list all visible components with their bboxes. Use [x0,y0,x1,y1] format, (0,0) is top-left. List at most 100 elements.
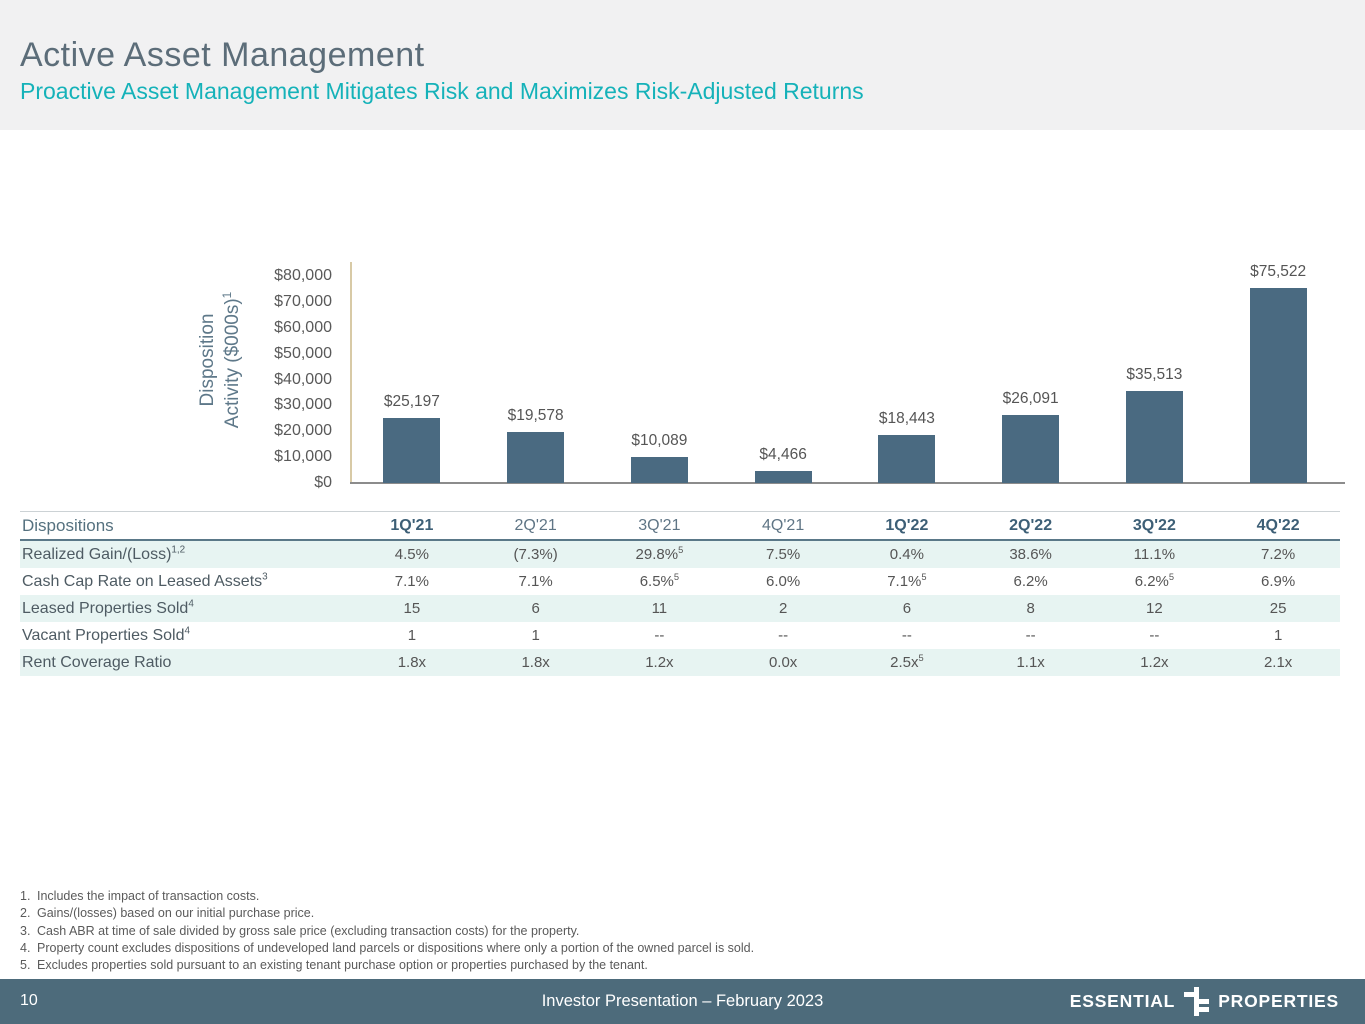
footnote-text: Cash ABR at time of sale divided by gros… [37,923,580,938]
y-axis-tick-label: $0 [314,474,332,491]
bar-value-label: $25,197 [383,392,440,410]
table-cell: 15 [403,600,421,617]
logo-word-essential: ESSENTIAL [1069,991,1176,1011]
table-column-header: 4Q'21 [762,516,805,534]
table-cell: 1.2x [1140,654,1169,671]
table-cell: 1 [1273,627,1283,644]
y-axis-tick-label: $40,000 [274,370,332,388]
bar [507,432,565,483]
bar [878,435,936,483]
bar-value-label: $26,091 [1002,390,1059,408]
bar [1125,391,1183,483]
y-axis-tick-label: $30,000 [274,396,332,414]
table-cell: 7.2% [1261,546,1296,563]
footer-presentation-label: Investor Presentation – February 2023 [541,992,824,1010]
table-cell: 8 [1026,600,1035,617]
table-cell: 2.5x5 [890,653,924,671]
row-label: Cash Cap Rate on Leased Assets3 [22,571,268,590]
table-cell: 6.9% [1261,573,1296,590]
bar-value-label: $18,443 [878,410,935,428]
y-axis-tick-label: $20,000 [274,422,332,440]
table-cell: 11.1% [1133,546,1176,563]
y-axis-tick-label: $70,000 [274,292,332,310]
table-cell: 1 [407,627,417,644]
essential-properties-logo-icon [1184,987,1210,1016]
footnote-number: 5. [20,958,31,973]
footnote-text: Property count excludes dispositions of … [37,940,755,955]
table-cell: 1.8x [521,654,550,671]
footnote-number: 4. [20,940,31,955]
footnotes: 1. Includes the impact of transaction cos… [20,888,1220,974]
table-column-header: 4Q'22 [1256,516,1300,534]
bar-value-label: $4,466 [759,446,807,464]
footnote-item: 2. Gains/(losses) based on our initial pu… [20,905,1220,922]
table-cell: 6 [531,600,540,617]
page-subtitle: Proactive Asset Management Mitigates Ris… [20,78,864,104]
table-cell: 6 [902,600,912,617]
table-row: Vacant Properties Sold4 1 1 -- -- -- -- -- 1 [20,622,1340,649]
table-column-header: 2Q'22 [1009,516,1053,534]
footnote-item: 4. Property count excludes dispositions o… [20,940,1220,957]
table-cell: -- [1025,627,1036,644]
table-cell: 6.5%5 [639,572,680,590]
footnote-text: Includes the impact of transaction costs… [37,889,260,903]
footnote-number: 2. [20,906,31,921]
table-column-header: 3Q'21 [638,516,681,534]
table-cell: 1 [531,627,540,644]
table-column-header: 1Q'21 [390,516,434,534]
table-cell: 1.2x [645,654,674,671]
table-cell: -- [1149,627,1160,644]
slide-footer: 10 Investor Presentation – February 2023… [0,979,1365,1024]
slide-header: Active Asset Management Proactive Asset … [0,0,1365,130]
page-number: 10 [20,992,38,1009]
table-cell: 6.2% [1013,573,1048,590]
table-cell: -- [778,627,789,644]
logo-word-properties: PROPERTIES [1218,991,1339,1011]
table-cell: 7.1% [518,573,553,590]
footnote-item: 3. Cash ABR at time of sale divided by gr… [20,923,1220,940]
row-label: Leased Properties Sold4 [22,598,194,617]
table-cell: 12 [1146,600,1163,617]
row-label: Vacant Properties Sold4 [22,625,190,644]
table-column-header: 2Q'21 [514,516,557,534]
footnote-item: 1. Includes the impact of transaction cos… [20,888,1220,905]
bar [383,417,441,483]
table-cell: 38.6% [1009,546,1052,563]
footnote-text: Gains/(losses) based on our initial purc… [37,906,315,921]
table-cell: 1.8x [397,654,427,671]
dispositions-table: Dispositions 1Q'21 2Q'21 3Q'21 4Q'21 1Q'22 2Q… [20,511,1340,676]
table-cell: 6.0% [766,573,801,590]
table-cell: 0.4% [889,546,924,563]
essential-properties-logo: ESSENTIAL PROPERTIES [1069,987,1339,1016]
y-axis-tick-label: $50,000 [274,344,332,362]
footnote-text: Excludes properties sold pursuant to an … [37,958,648,973]
bar-value-label: $10,089 [631,431,688,449]
table-cell: (7.3%) [513,546,558,563]
bar [1002,415,1060,483]
footnote-number: 3. [20,923,31,938]
footnote-number: 1. [20,889,31,903]
table-cell: 4.5% [394,546,429,563]
table-header-row: Dispositions 1Q'21 2Q'21 3Q'21 4Q'21 1Q'22 2Q… [20,512,1340,541]
table-cell: 2 [778,600,788,617]
table-cell: 0.0x [768,654,798,671]
table-cell: -- [901,627,912,644]
table-row: Realized Gain/(Loss)1,2 4.5% (7.3%) 29.8%5 7… [20,541,1340,568]
table-row: Cash Cap Rate on Leased Assets3 7.1% 7.1% 6… [20,568,1340,595]
table-column-header: 3Q'22 [1132,516,1176,534]
y-axis-tick-label: $80,000 [274,267,332,284]
bar-value-label: $75,522 [1250,262,1307,280]
bar [630,456,688,483]
row-label: Realized Gain/(Loss)1,2 [22,544,186,563]
table-cell: 7.1% [394,573,429,590]
bar-value-label: $35,513 [1126,366,1183,384]
y-axis-line [350,262,352,483]
table-cell: 1.1x [1016,654,1045,671]
table-cell: -- [654,627,665,644]
table-cell: 11 [651,600,668,617]
footnote-item: 5. Excludes properties sold pursuant to a… [20,957,1220,974]
table-column-header: 1Q'22 [885,516,929,534]
page-title: Active Asset Management [20,36,425,74]
table-cell: 2.1x [1263,654,1293,671]
